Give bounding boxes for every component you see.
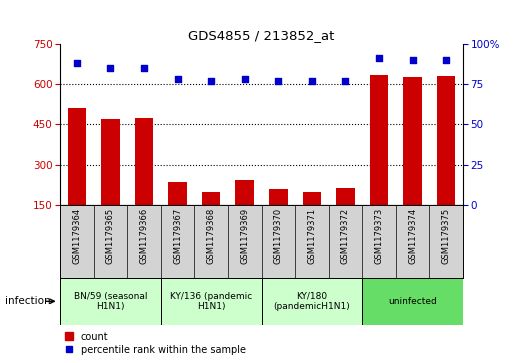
Bar (437, 76, 456, 205)
Point (408, 57, 417, 62)
Bar (60, 278, 161, 325)
Bar (303, 192, 321, 205)
Point (241, 76, 249, 82)
Text: GSM1179367: GSM1179367 (173, 208, 182, 264)
Text: GSM1179369: GSM1179369 (240, 208, 249, 264)
Text: GSM1179366: GSM1179366 (140, 208, 149, 264)
Text: GSM1179364: GSM1179364 (72, 208, 82, 264)
Bar (262, 278, 362, 325)
Point (375, 55, 383, 61)
Text: GSM1179370: GSM1179370 (274, 208, 283, 264)
Point (308, 78, 316, 83)
Point (207, 78, 215, 83)
Point (106, 65, 115, 71)
Bar (403, 77, 422, 205)
Bar (101, 119, 120, 205)
Bar (235, 180, 254, 205)
Text: GSM1179374: GSM1179374 (408, 208, 417, 264)
Bar (161, 278, 262, 325)
Point (274, 78, 282, 83)
Text: GSM1179368: GSM1179368 (207, 208, 215, 264)
Text: GSM1179375: GSM1179375 (441, 208, 451, 264)
Text: KY/136 (pandemic
H1N1): KY/136 (pandemic H1N1) (170, 291, 252, 311)
Title: GDS4855 / 213852_at: GDS4855 / 213852_at (188, 29, 335, 42)
Legend: count, percentile rank within the sample: count, percentile rank within the sample (65, 331, 246, 355)
Bar (336, 188, 355, 205)
Bar (362, 278, 463, 325)
Point (174, 76, 182, 82)
Point (73, 60, 81, 66)
Point (341, 78, 349, 83)
Bar (135, 118, 153, 205)
Bar (168, 182, 187, 205)
Text: GSM1179365: GSM1179365 (106, 208, 115, 264)
Point (442, 57, 450, 62)
Bar (269, 189, 288, 205)
Text: BN/59 (seasonal
H1N1): BN/59 (seasonal H1N1) (74, 291, 147, 311)
Bar (370, 74, 388, 205)
Bar (67, 108, 86, 205)
Point (140, 65, 148, 71)
Text: KY/180
(pandemicH1N1): KY/180 (pandemicH1N1) (274, 291, 350, 311)
Text: GSM1179371: GSM1179371 (308, 208, 316, 264)
Text: uninfected: uninfected (388, 297, 437, 306)
Bar (202, 192, 220, 205)
Text: infection: infection (5, 296, 51, 306)
Text: GSM1179373: GSM1179373 (374, 208, 383, 264)
Text: GSM1179372: GSM1179372 (341, 208, 350, 264)
